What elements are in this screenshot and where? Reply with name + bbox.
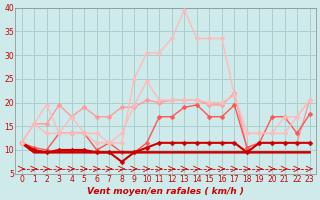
X-axis label: Vent moyen/en rafales ( km/h ): Vent moyen/en rafales ( km/h ) <box>87 187 244 196</box>
